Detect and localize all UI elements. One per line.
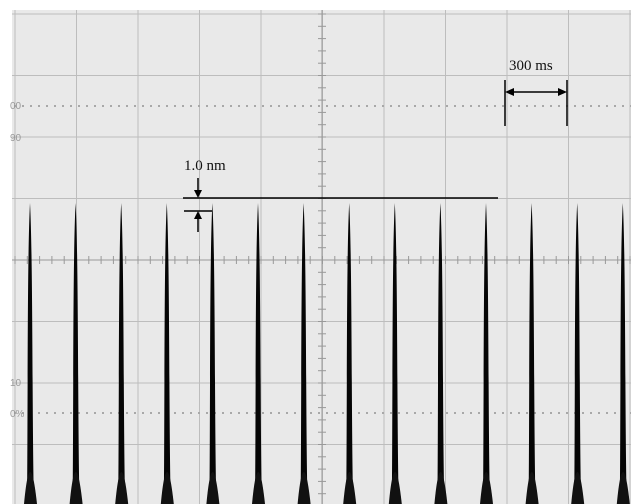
oscilloscope-screen: 00 90 10 0% 300 ms 1.0 nm	[0, 0, 631, 504]
graticule-label: 10	[10, 378, 22, 389]
time-scale-label: 300 ms	[509, 58, 553, 74]
graticule-label: 0%	[10, 409, 25, 420]
graticule-label: 00	[10, 101, 22, 112]
graticule-label: 90	[10, 133, 22, 144]
amplitude-scale-label: 1.0 nm	[184, 158, 226, 174]
